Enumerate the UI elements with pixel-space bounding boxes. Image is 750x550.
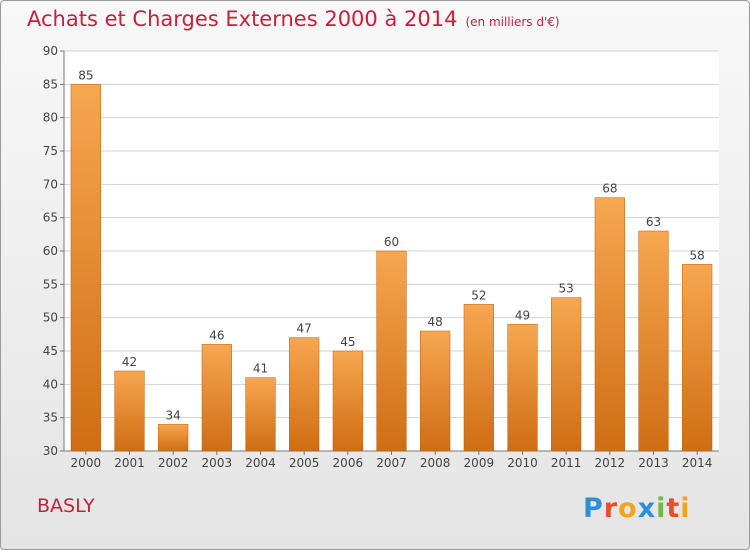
bar-2012 (594, 197, 625, 452)
bar-2009 (463, 304, 494, 452)
data-label-2010: 49 (515, 308, 530, 322)
commune-name: BASLY (37, 495, 95, 517)
bar-2005 (289, 337, 320, 452)
data-label-2008: 48 (428, 315, 443, 329)
y-tick-label: 70 (43, 177, 58, 191)
x-tick-label-2013: 2013 (638, 456, 669, 470)
x-tick-label-2010: 2010 (507, 456, 538, 470)
chart-title: Achats et Charges Externes 2000 à 2014 (e… (27, 7, 560, 31)
bar-2000 (70, 84, 101, 452)
x-tick-label-2003: 2003 (202, 456, 233, 470)
bar-2001 (114, 370, 145, 452)
proxiti-logo: Proxiti (583, 493, 691, 524)
x-tick-label-2005: 2005 (289, 456, 320, 470)
y-tick-label: 35 (43, 411, 58, 425)
data-label-2012: 68 (602, 182, 617, 196)
bar-2002 (158, 424, 189, 452)
y-tick-label: 80 (43, 111, 58, 125)
data-label-2002: 34 (166, 408, 181, 422)
x-tick-label-2009: 2009 (464, 456, 495, 470)
data-label-2006: 45 (340, 335, 355, 349)
x-tick-label-2000: 2000 (71, 456, 102, 470)
y-tick-label: 60 (43, 244, 58, 258)
bar-2007 (376, 250, 407, 452)
data-label-2014: 58 (690, 248, 705, 262)
chart-title-main: Achats et Charges Externes 2000 à 2014 (27, 7, 458, 31)
x-tick-label-2007: 2007 (376, 456, 407, 470)
data-label-2007: 60 (384, 235, 399, 249)
chart-subtitle: (en milliers d'€) (465, 15, 560, 29)
bar-2010 (507, 324, 538, 452)
x-tick-label-2006: 2006 (333, 456, 364, 470)
data-label-2005: 47 (297, 322, 312, 336)
x-tick-label-2008: 2008 (420, 456, 451, 470)
y-tick-label: 55 (43, 277, 58, 291)
bar-2008 (420, 330, 451, 452)
y-tick-label: 75 (43, 144, 58, 158)
data-label-2001: 42 (122, 355, 137, 369)
x-tick-label-2011: 2011 (551, 456, 582, 470)
data-label-2009: 52 (471, 288, 486, 302)
data-label-2004: 41 (253, 362, 268, 376)
bar-2003 (201, 344, 232, 452)
y-tick-label: 50 (43, 311, 58, 325)
x-tick-label-2014: 2014 (682, 456, 713, 470)
y-tick-label: 85 (43, 77, 58, 91)
x-tick-label-2002: 2002 (158, 456, 189, 470)
bar-2014 (682, 264, 713, 452)
data-label-2003: 46 (209, 328, 224, 342)
bar-2011 (551, 297, 582, 452)
svg-text:Proxiti: Proxiti (583, 493, 691, 524)
bar-2004 (245, 377, 276, 452)
y-tick-label: 90 (43, 44, 58, 58)
y-tick-label: 30 (43, 444, 58, 458)
x-tick-label-2004: 2004 (245, 456, 276, 470)
bar-2006 (332, 350, 363, 452)
data-label-2000: 85 (78, 68, 93, 82)
y-tick-label: 65 (43, 211, 58, 225)
data-label-2013: 63 (646, 215, 661, 229)
y-tick-label: 40 (43, 377, 58, 391)
bar-2013 (638, 230, 669, 452)
x-tick-label-2012: 2012 (595, 456, 626, 470)
y-tick-label: 45 (43, 344, 58, 358)
x-tick-label-2001: 2001 (114, 456, 145, 470)
data-label-2011: 53 (559, 282, 574, 296)
